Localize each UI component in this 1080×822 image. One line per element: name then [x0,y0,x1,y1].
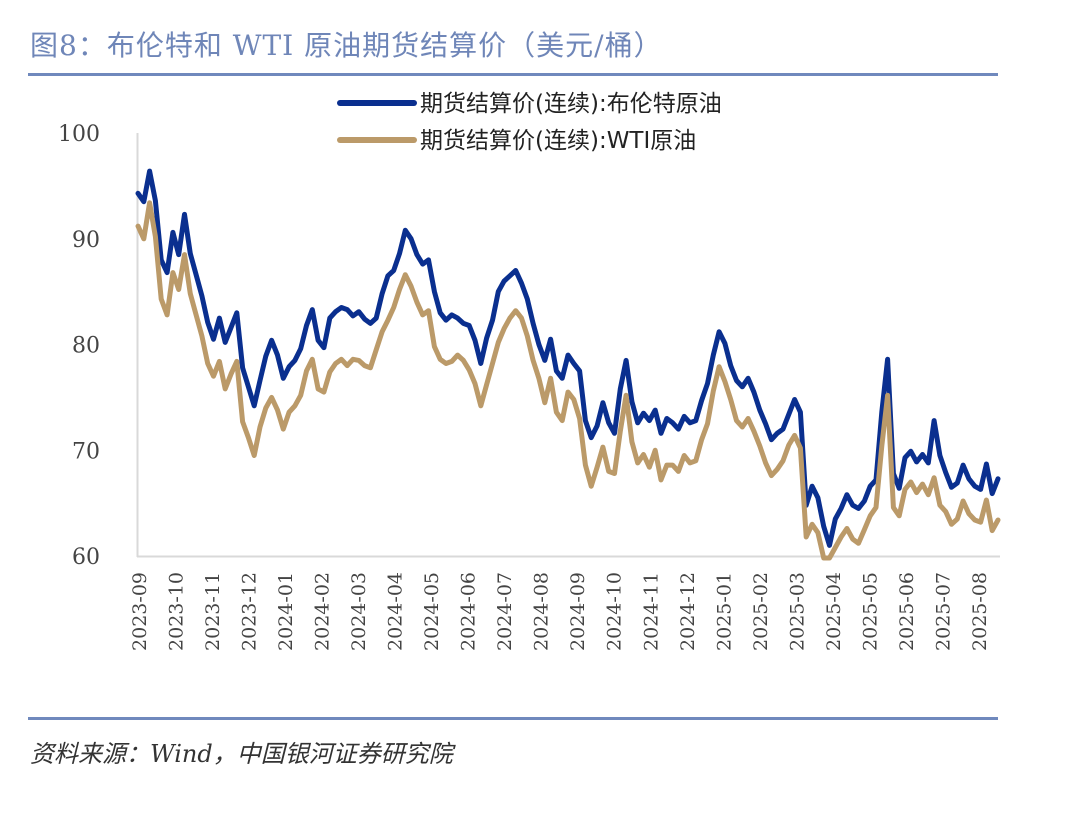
x-tick-label: 2025-03 [786,572,808,651]
axes [136,133,1000,558]
x-tick-label: 2024-06 [458,572,480,651]
source-note: 资料来源：Wind，中国银河证券研究院 [30,740,453,768]
y-tick-label: 90 [72,228,100,253]
x-tick-label: 2025-04 [823,572,845,651]
x-tick-label: 2025-01 [713,572,735,651]
brent-series-line [135,168,1001,548]
x-tick-label: 2024-04 [385,572,407,651]
legend-label: 期货结算价(连续):布伦特原油 [420,91,722,117]
y-tick-label: 100 [58,122,100,147]
series-lines [135,168,1001,561]
x-tick-label: 2025-07 [932,572,954,651]
x-tick-label: 2024-11 [640,572,662,651]
legend-label: 期货结算价(连续):WTI原油 [420,128,696,154]
y-tick-label: 60 [72,545,100,570]
x-tick-label: 2024-09 [567,572,589,651]
x-tick-labels: 2023-09 2023-10 2023-11 2023-12 2024-01 2024-… [129,572,991,651]
x-tick-label: 2023-12 [239,572,261,651]
x-tick-label: 2024-12 [677,572,699,651]
x-tick-label: 2023-09 [129,572,151,651]
x-tick-label: 2025-02 [750,572,772,651]
x-tick-label: 2024-07 [494,572,516,651]
x-tick-label: 2024-05 [421,572,443,651]
x-tick-label: 2025-05 [859,572,881,651]
x-tick-label: 2024-08 [531,572,553,651]
y-tick-label: 70 [72,439,100,464]
x-tick-label: 2025-06 [896,572,918,651]
x-tick-label: 2023-11 [202,572,224,651]
chart-title: 图8：布伦特和 WTI 原油期货结算价（美元/桶） [30,29,663,62]
x-tick-label: 2025-08 [969,572,991,651]
x-tick-label: 2024-10 [604,572,626,651]
y-tick-labels: 60 70 80 90 100 [58,122,100,570]
x-tick-label: 2023-10 [166,572,188,651]
source-divider [28,717,998,720]
y-tick-label: 80 [72,334,100,359]
wti-series-line [135,200,1001,561]
title-divider [28,73,998,76]
x-tick-label: 2024-01 [275,572,297,651]
x-tick-label: 2024-02 [312,572,334,651]
x-tick-label: 2024-03 [348,572,370,651]
